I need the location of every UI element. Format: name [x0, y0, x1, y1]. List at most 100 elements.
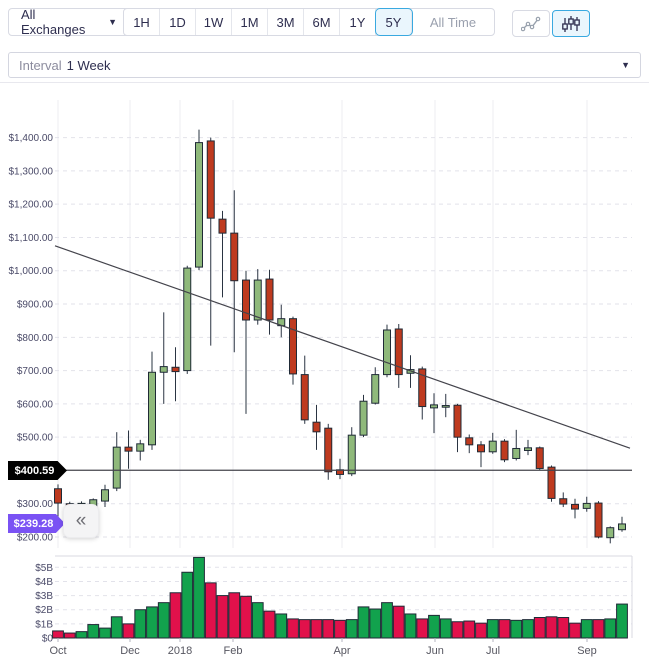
candle-week-27[interactable]: [359, 400, 368, 436]
candle-week-14[interactable]: [206, 140, 215, 219]
volume-bar-week-45[interactable]: [569, 622, 581, 639]
candle-week-11[interactable]: [171, 366, 180, 373]
volume-bar-week-35[interactable]: [451, 621, 464, 639]
candle-week-30[interactable]: [394, 328, 403, 376]
candle-week-39[interactable]: [500, 440, 509, 461]
range-button-3m[interactable]: 3M: [268, 9, 304, 35]
candle-week-13[interactable]: [195, 142, 203, 268]
candle-week-33[interactable]: [430, 404, 438, 409]
volume-bar-week-43[interactable]: [545, 616, 558, 639]
candlestick-chart-button[interactable]: [552, 10, 590, 37]
volume-bar-week-22[interactable]: [298, 619, 311, 639]
candle-week-23[interactable]: [312, 421, 321, 433]
volume-bar-week-49[interactable]: [616, 603, 628, 639]
volume-bar-week-6[interactable]: [110, 616, 123, 639]
volume-bar-week-25[interactable]: [334, 619, 346, 639]
volume-bar-week-27[interactable]: [357, 606, 370, 639]
candle-week-45[interactable]: [571, 503, 579, 510]
volume-bar-week-19[interactable]: [263, 610, 276, 639]
volume-bar-week-23[interactable]: [310, 619, 323, 639]
candle-week-22[interactable]: [300, 374, 309, 421]
candle-week-48[interactable]: [606, 527, 615, 539]
volume-bar-week-32[interactable]: [416, 618, 429, 639]
volume-bar-week-1[interactable]: [52, 630, 64, 639]
volume-bar-week-46[interactable]: [580, 619, 593, 639]
candle-week-8[interactable]: [136, 443, 145, 452]
candle-week-6[interactable]: [112, 446, 121, 489]
candle-week-24[interactable]: [324, 427, 333, 473]
candle-week-1[interactable]: [54, 488, 62, 504]
volume-bar-week-9[interactable]: [146, 606, 158, 639]
candle-week-19[interactable]: [265, 278, 274, 321]
candle-week-10[interactable]: [159, 366, 168, 373]
range-button-1w[interactable]: 1W: [196, 9, 232, 35]
volume-bar-week-10[interactable]: [157, 602, 170, 639]
volume-bar-week-2[interactable]: [63, 632, 76, 639]
volume-bar-week-42[interactable]: [533, 617, 546, 639]
volume-bar-week-16[interactable]: [228, 592, 241, 639]
candle-week-5[interactable]: [101, 489, 109, 502]
candle-week-47[interactable]: [594, 502, 603, 538]
candle-week-38[interactable]: [488, 440, 497, 453]
volume-bar-week-14[interactable]: [204, 582, 217, 639]
volume-bar-week-37[interactable]: [475, 622, 487, 639]
volume-bar-week-7[interactable]: [122, 623, 135, 639]
volume-bar-week-8[interactable]: [134, 609, 147, 639]
volume-bar-week-4[interactable]: [87, 624, 100, 639]
candle-week-21[interactable]: [289, 318, 297, 375]
candle-week-28[interactable]: [371, 374, 380, 404]
volume-bar-week-24[interactable]: [322, 619, 335, 639]
candle-week-7[interactable]: [124, 446, 133, 452]
candle-week-12[interactable]: [183, 267, 192, 372]
range-button-1h[interactable]: 1H: [124, 9, 160, 35]
volume-bar-week-29[interactable]: [381, 602, 393, 639]
volume-bar-week-20[interactable]: [275, 613, 288, 639]
range-button-1m[interactable]: 1M: [232, 9, 268, 35]
collapse-panel-button[interactable]: «: [63, 504, 99, 538]
volume-bar-week-18[interactable]: [251, 602, 264, 639]
candle-week-44[interactable]: [559, 498, 568, 505]
volume-bar-week-28[interactable]: [369, 608, 382, 639]
candle-week-17[interactable]: [242, 279, 250, 321]
volume-bar-week-40[interactable]: [510, 619, 523, 639]
volume-bar-week-13[interactable]: [193, 556, 205, 639]
volume-bar-week-48[interactable]: [604, 618, 617, 639]
volume-bar-week-31[interactable]: [404, 613, 417, 639]
candle-week-40[interactable]: [512, 447, 521, 459]
candle-week-29[interactable]: [383, 329, 391, 376]
candle-week-49[interactable]: [618, 523, 626, 531]
volume-bar-week-39[interactable]: [498, 619, 511, 639]
candle-week-42[interactable]: [535, 447, 544, 469]
volume-bar-week-36[interactable]: [463, 620, 476, 639]
candle-week-18[interactable]: [253, 279, 262, 321]
volume-bar-week-41[interactable]: [522, 619, 534, 639]
range-button-all-time[interactable]: All Time: [412, 9, 494, 35]
volume-bar-week-5[interactable]: [99, 627, 111, 639]
volume-bar-week-38[interactable]: [486, 619, 499, 639]
range-button-5y[interactable]: 5Y: [376, 9, 412, 35]
interval-dropdown[interactable]: Interval 1 Week ▼: [8, 52, 641, 78]
candle-week-36[interactable]: [465, 437, 474, 446]
volume-bar-week-21[interactable]: [287, 618, 299, 639]
candle-week-37[interactable]: [477, 444, 485, 453]
candle-week-46[interactable]: [582, 502, 591, 509]
volume-bar-week-12[interactable]: [181, 571, 194, 639]
volume-bar-week-30[interactable]: [392, 605, 405, 639]
candle-week-15[interactable]: [218, 218, 227, 234]
volume-bar-week-17[interactable]: [240, 595, 252, 639]
candle-week-26[interactable]: [347, 434, 356, 475]
candle-week-9[interactable]: [148, 371, 156, 446]
volume-bar-week-11[interactable]: [169, 592, 182, 639]
candle-week-41[interactable]: [524, 447, 532, 451]
volume-bar-week-3[interactable]: [75, 631, 88, 639]
volume-bar-week-26[interactable]: [345, 619, 358, 639]
volume-bar-week-15[interactable]: [216, 595, 229, 639]
line-chart-button[interactable]: [512, 10, 550, 37]
candle-week-32[interactable]: [418, 368, 427, 408]
volume-bar-week-33[interactable]: [428, 614, 440, 639]
range-button-1d[interactable]: 1D: [160, 9, 196, 35]
candle-week-34[interactable]: [441, 405, 450, 408]
volume-bar-week-34[interactable]: [439, 618, 452, 639]
range-button-6m[interactable]: 6M: [304, 9, 340, 35]
volume-bar-week-47[interactable]: [592, 619, 605, 639]
